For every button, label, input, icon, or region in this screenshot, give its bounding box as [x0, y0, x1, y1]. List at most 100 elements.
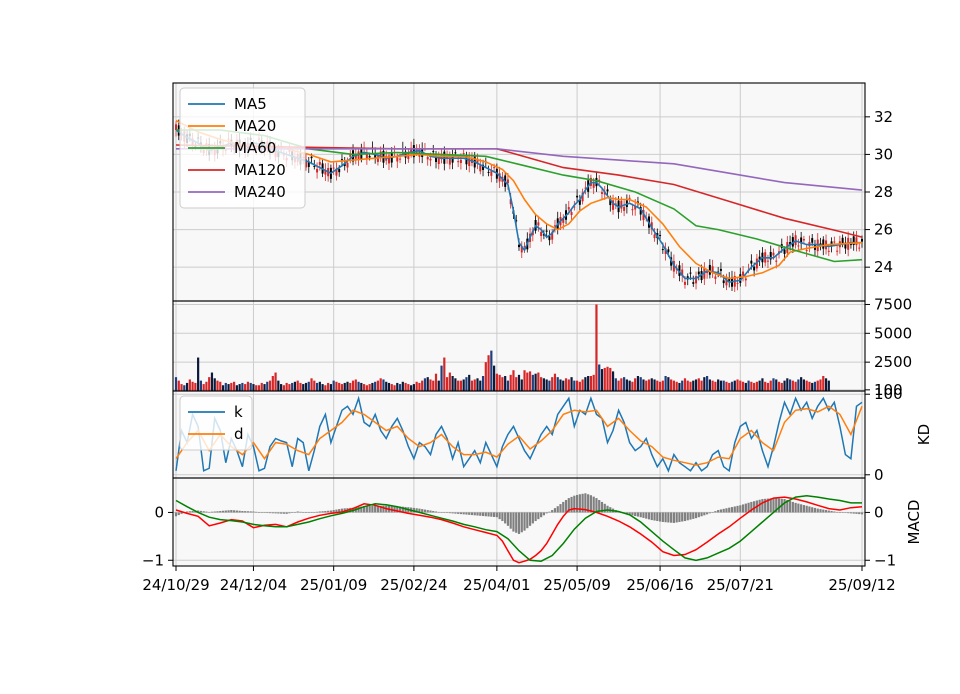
macd-histogram-bar	[794, 502, 797, 513]
candle-body	[739, 274, 742, 283]
macd-histogram-bar	[730, 507, 734, 513]
volume-bar	[617, 380, 620, 391]
macd-histogram-bar	[852, 512, 855, 514]
volume-bar	[180, 384, 183, 391]
candle-body	[523, 246, 526, 248]
volume-bar	[725, 381, 728, 391]
macd-histogram-bar	[559, 504, 562, 513]
volume-bar	[816, 380, 819, 391]
volume-bar	[548, 380, 551, 391]
xtick-label: 25/02/24	[380, 576, 447, 594]
candle-body	[695, 276, 698, 284]
volume-bar	[313, 380, 316, 391]
candle-body	[340, 159, 343, 161]
volume-bar	[185, 382, 189, 391]
volume-bar	[315, 382, 319, 391]
candle-body	[332, 167, 335, 169]
volume-bar	[794, 381, 797, 391]
volume-bar	[459, 380, 463, 391]
macd-histogram-bar	[548, 511, 551, 513]
volume-bar	[824, 378, 828, 391]
volume-bar	[418, 382, 421, 391]
candle-body	[520, 246, 523, 253]
macd-histogram-bar	[741, 504, 745, 513]
volume-bar	[670, 379, 673, 391]
ytick-label-price: 32	[874, 108, 893, 126]
candle-body	[562, 218, 565, 223]
volume-bar	[611, 371, 615, 391]
macd-histogram-bar	[739, 505, 742, 513]
volume-bar	[822, 376, 825, 391]
macd-histogram-bar	[404, 506, 407, 513]
volume-bar	[506, 380, 510, 391]
volume-bar	[429, 379, 432, 391]
volume-bar	[512, 370, 515, 391]
volume-bar	[268, 380, 272, 391]
macd-histogram-bar	[268, 512, 272, 514]
volume-bar	[374, 381, 377, 391]
volume-bar	[675, 381, 678, 391]
macd-histogram-bar	[722, 508, 725, 513]
macd-histogram-bar	[750, 501, 753, 513]
candle-body	[346, 162, 349, 168]
macd-histogram-bar	[575, 494, 579, 513]
macd-histogram-bar	[421, 509, 424, 513]
macd-histogram-bar	[459, 512, 463, 515]
volume-bar	[329, 384, 333, 391]
volume-bar	[266, 381, 269, 391]
candle-body	[858, 247, 861, 249]
macd-histogram-bar	[733, 506, 736, 513]
macd-histogram-bar	[282, 512, 285, 514]
volume-bar	[639, 377, 642, 391]
macd-histogram-bar	[498, 512, 501, 520]
volume-bar	[736, 379, 739, 391]
volume-bar	[551, 377, 554, 391]
volume-bar	[434, 373, 438, 391]
volume-bar	[598, 364, 601, 391]
macd-histogram-bar	[860, 512, 864, 515]
candle-body	[448, 157, 451, 165]
macd-histogram-bar	[639, 512, 642, 518]
candle-body	[852, 236, 855, 246]
volume-bar	[753, 382, 756, 391]
macd-histogram-bar	[266, 512, 269, 514]
candle-body	[338, 169, 341, 173]
volume-bar	[556, 377, 559, 391]
macd-histogram-bar	[717, 510, 720, 513]
macd-histogram-bar	[589, 495, 593, 513]
macd-histogram-bar	[642, 512, 645, 518]
macd-histogram-bar	[520, 512, 523, 533]
macd-histogram-bar	[457, 512, 460, 514]
macd-histogram-bar	[653, 512, 656, 521]
volume-bar	[188, 379, 191, 391]
volume-bar	[407, 384, 410, 391]
candle-body	[368, 155, 371, 158]
legend-label: k	[234, 403, 243, 421]
macd-histogram-bar	[570, 496, 573, 513]
macd-histogram-bar	[288, 512, 291, 514]
ytick-label-left: −1	[142, 551, 164, 569]
macd-histogram-bar	[777, 498, 781, 513]
candle-body	[551, 232, 554, 240]
volume-bar	[755, 381, 758, 391]
macd-histogram-bar	[526, 512, 529, 529]
candle-body	[822, 239, 825, 249]
volume-bar	[338, 382, 341, 391]
volume-bar	[683, 378, 687, 391]
volume-bar	[393, 385, 396, 391]
volume-bar	[487, 355, 490, 391]
candle-body	[553, 225, 556, 227]
volume-bar	[244, 384, 247, 391]
candle-body	[307, 162, 310, 168]
macd-histogram-bar	[678, 512, 681, 522]
macd-histogram-bar	[728, 507, 731, 513]
macd-histogram-bar	[224, 510, 227, 513]
macd-histogram-bar	[398, 506, 402, 513]
volume-bar	[230, 382, 233, 391]
candle-body	[462, 153, 465, 155]
ytick-label-volume: 2500	[874, 353, 912, 371]
macd-histogram-bar	[542, 512, 545, 516]
volume-bar	[631, 381, 634, 391]
macd-line-dif	[175, 496, 863, 564]
volume-bar	[758, 380, 761, 391]
